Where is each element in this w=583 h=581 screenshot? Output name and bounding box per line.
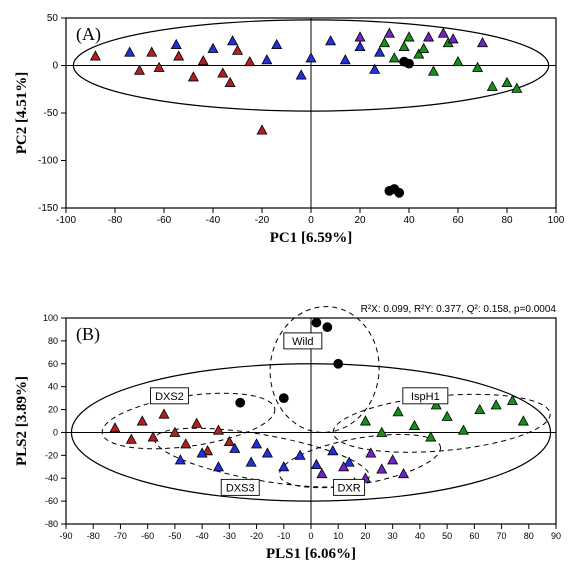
svg-text:-80: -80 [45, 519, 58, 529]
svg-text:100: 100 [43, 313, 58, 323]
svg-text:-70: -70 [114, 531, 127, 541]
svg-text:-40: -40 [196, 531, 209, 541]
svg-text:IspH1: IspH1 [411, 391, 440, 403]
svg-text:DXS3: DXS3 [226, 482, 255, 494]
svg-text:10: 10 [333, 531, 343, 541]
svg-text:-50: -50 [168, 531, 181, 541]
svg-text:Wild: Wild [292, 336, 313, 348]
svg-text:30: 30 [388, 531, 398, 541]
svg-text:70: 70 [497, 531, 507, 541]
svg-text:40: 40 [415, 531, 425, 541]
svg-text:-10: -10 [277, 531, 290, 541]
svg-text:(B): (B) [76, 324, 100, 345]
svg-text:-40: -40 [45, 473, 58, 483]
svg-text:-30: -30 [223, 531, 236, 541]
svg-text:60: 60 [469, 531, 479, 541]
svg-text:90: 90 [551, 531, 561, 541]
svg-text:PLS2 [3.89%]: PLS2 [3.89%] [14, 376, 30, 466]
svg-text:-20: -20 [45, 450, 58, 460]
svg-text:-90: -90 [59, 531, 72, 541]
svg-text:DXR: DXR [337, 482, 360, 494]
svg-text:DXS2: DXS2 [155, 391, 184, 403]
svg-text:PLS1 [6.06%]: PLS1 [6.06%] [266, 546, 356, 562]
svg-text:-60: -60 [141, 531, 154, 541]
svg-text:20: 20 [48, 405, 58, 415]
svg-text:-80: -80 [87, 531, 100, 541]
svg-text:-20: -20 [250, 531, 263, 541]
svg-text:0: 0 [308, 531, 313, 541]
pls-plot: -90-80-70-60-50-40-30-20-100102030405060… [0, 0, 583, 581]
svg-text:20: 20 [360, 531, 370, 541]
svg-text:0: 0 [53, 427, 58, 437]
svg-text:80: 80 [524, 531, 534, 541]
svg-text:R²X: 0.099, R²Y: 0.377, Q²: 0.: R²X: 0.099, R²Y: 0.377, Q²: 0.158, p=0.0… [361, 304, 557, 315]
svg-text:40: 40 [48, 382, 58, 392]
svg-text:80: 80 [48, 336, 58, 346]
svg-text:50: 50 [442, 531, 452, 541]
svg-text:60: 60 [48, 359, 58, 369]
svg-text:-60: -60 [45, 496, 58, 506]
